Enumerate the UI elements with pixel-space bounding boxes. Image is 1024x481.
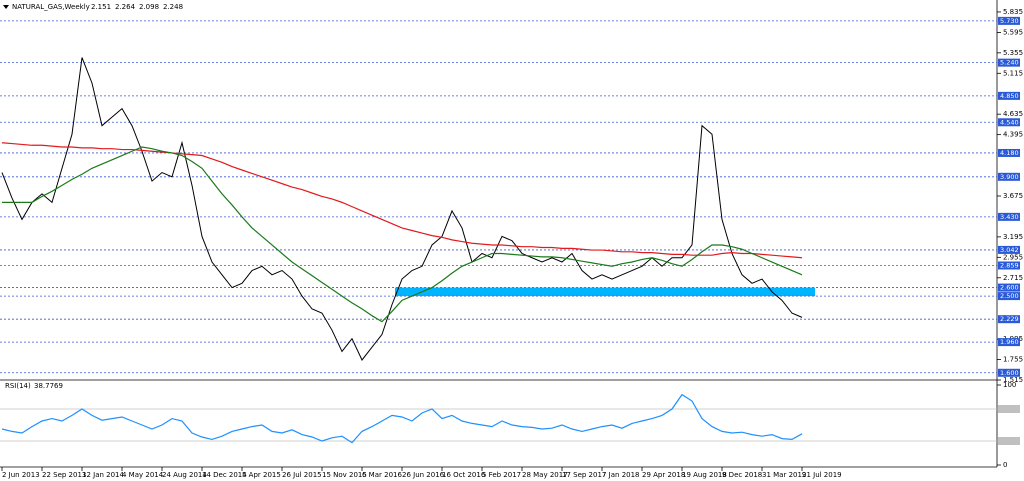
x-tick-label: 19 Aug 2018 [682, 471, 727, 479]
level-tag [998, 283, 1020, 292]
y-tick-label: 4.395 [1003, 131, 1023, 139]
ohlc-value: 2.264 [115, 3, 136, 11]
x-tick-label: 7 Jan 2018 [602, 471, 640, 479]
level-label: 4.180 [1000, 149, 1019, 157]
level-tag [998, 261, 1020, 270]
ohlc-value: 2.098 [139, 3, 159, 11]
menu-arrow[interactable] [3, 5, 9, 9]
x-tick-label: 21 Jul 2019 [802, 471, 842, 479]
level-tag [998, 437, 1020, 445]
level-label: 2.859 [1000, 262, 1019, 270]
x-tick-label: 12 Jan 2014 [82, 471, 125, 479]
rsi-title: RSI(14) [5, 382, 31, 390]
symbol-title: NATURAL_GAS,Weekly [12, 3, 90, 11]
level-tag [998, 292, 1020, 301]
x-tick-label: 16 Oct 2016 [442, 471, 486, 479]
level-label: 4.540 [1000, 118, 1019, 126]
x-tick-label: 26 Jul 2015 [282, 471, 322, 479]
ohlc-value: 2.151 [91, 3, 111, 11]
level-label: 5.240 [1000, 59, 1019, 67]
x-tick-label: 29 Apr 2018 [642, 471, 685, 479]
rsi-value: 38.7769 [34, 382, 63, 390]
y-tick-label: 4.635 [1003, 110, 1023, 118]
x-tick-label: 26 Jun 2016 [402, 471, 445, 479]
x-tick-label: 31 Mar 2019 [762, 471, 806, 479]
level-label: 3.042 [1000, 246, 1019, 254]
level-label: 2.229 [1000, 315, 1019, 323]
y-tick-label: 0 [1003, 461, 1007, 469]
y-tick-label: 1.755 [1003, 356, 1023, 364]
x-tick-label: 24 Aug 2014 [162, 471, 207, 479]
level-tag [998, 212, 1020, 221]
level-label: 4.850 [1000, 92, 1019, 100]
level-tag [998, 245, 1020, 254]
x-tick-label: 5 Apr 2015 [242, 471, 281, 479]
support-zone [395, 287, 815, 297]
level-tag [998, 315, 1020, 324]
level-label: 2.500 [1000, 292, 1019, 300]
level-tag [998, 148, 1020, 157]
x-tick-label: 4 May 2014 [122, 471, 164, 479]
x-tick-label: 17 Sep 2017 [562, 471, 606, 479]
level-label: 2.600 [1000, 284, 1019, 292]
level-tag [998, 368, 1020, 377]
level-label: 1.960 [1000, 338, 1019, 346]
x-tick-label: 2 Jun 2013 [2, 471, 40, 479]
level-tag [998, 338, 1020, 347]
y-tick-label: 5.115 [1003, 69, 1023, 77]
y-tick-label: 5.355 [1003, 49, 1023, 57]
level-label: 1.600 [1000, 369, 1019, 377]
y-tick-label: 1.515 [1003, 376, 1023, 384]
level-tag [998, 405, 1020, 413]
y-tick-label: 5.835 [1003, 8, 1023, 16]
ohlc-value: 2.248 [163, 3, 183, 11]
level-label: 3.900 [1000, 173, 1019, 181]
series-line [2, 146, 803, 323]
y-tick-label: 5.595 [1003, 28, 1023, 36]
y-tick-label: 3.195 [1003, 233, 1023, 241]
level-tag [998, 118, 1020, 127]
level-tag [998, 91, 1020, 100]
level-tag [998, 172, 1020, 181]
x-tick-label: 9 Dec 2018 [722, 471, 762, 479]
y-tick-label: 3.675 [1003, 192, 1023, 200]
y-tick-label: 100 [1003, 381, 1016, 389]
series-line [1, 393, 803, 444]
x-tick-label: 28 May 2017 [522, 471, 568, 479]
series-line [1, 57, 803, 361]
x-tick-label: 14 Dec 2014 [202, 471, 247, 479]
level-tag [998, 16, 1020, 25]
level-label: 3.430 [1000, 213, 1019, 221]
level-label: 5.730 [1000, 17, 1019, 25]
level-tag [998, 58, 1020, 67]
y-tick-label: 2.955 [1003, 253, 1023, 261]
x-tick-label: 22 Sep 2013 [42, 471, 86, 479]
x-tick-label: 15 Nov 2015 [322, 471, 367, 479]
x-tick-label: 5 Feb 2017 [482, 471, 521, 479]
y-tick-label: 2.715 [1003, 274, 1023, 282]
x-tick-label: 6 Mar 2016 [362, 471, 402, 479]
